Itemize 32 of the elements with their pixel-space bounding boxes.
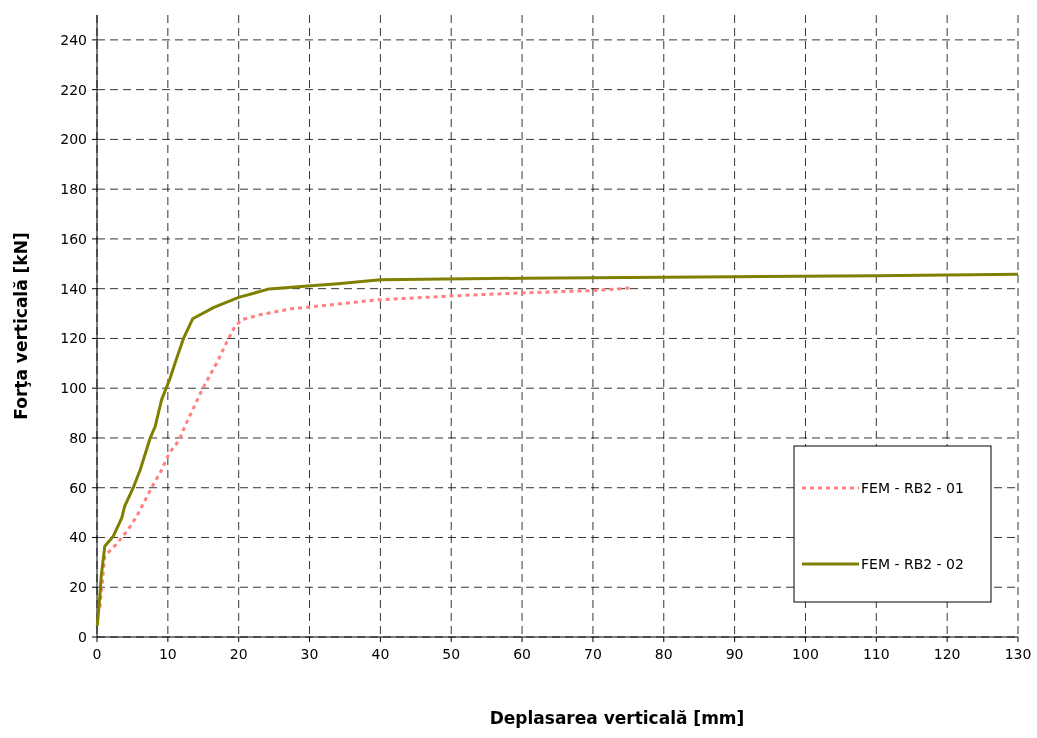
y-tick-label: 0 [78,629,87,645]
x-tick-label: 80 [654,646,673,662]
x-tick-label: 100 [792,646,819,662]
y-tick-label: 160 [60,230,87,247]
x-tick-label: 30 [300,646,319,662]
y-tick-label: 100 [60,380,87,397]
x-tick-label: 50 [442,646,461,662]
legend-label: FEM - RB2 - 02 [861,556,964,572]
y-tick-label: 80 [69,429,87,446]
y-axis-title: Forţa verticală [kN] [11,232,31,420]
y-tick-label: 240 [60,31,87,48]
y-tick-label: 20 [69,579,87,596]
x-tick-label: 40 [371,646,390,662]
x-tick-label: 90 [725,646,744,662]
x-tick-label: 120 [933,646,961,662]
y-tick-label: 180 [60,181,87,198]
x-tick-label: 10 [158,646,177,662]
y-tick-label: 40 [69,529,87,546]
y-tick-label: 140 [60,280,87,297]
x-axis-title: Deplasarea verticală [mm] [489,708,745,728]
x-tick-label: 60 [513,646,531,662]
y-tick-label: 120 [60,330,87,347]
x-tick-label: 110 [862,646,890,662]
x-tick-label: 130 [1004,646,1032,662]
y-tick-label: 60 [69,479,87,496]
legend-label: FEM - RB2 - 01 [861,480,964,496]
x-tick-label: 0 [92,646,102,662]
y-tick-label: 220 [60,81,87,98]
line-series [95,272,1020,628]
x-tick-label: 70 [584,646,602,662]
x-tick-label: 20 [229,646,248,662]
y-tick-label: 200 [60,131,87,148]
